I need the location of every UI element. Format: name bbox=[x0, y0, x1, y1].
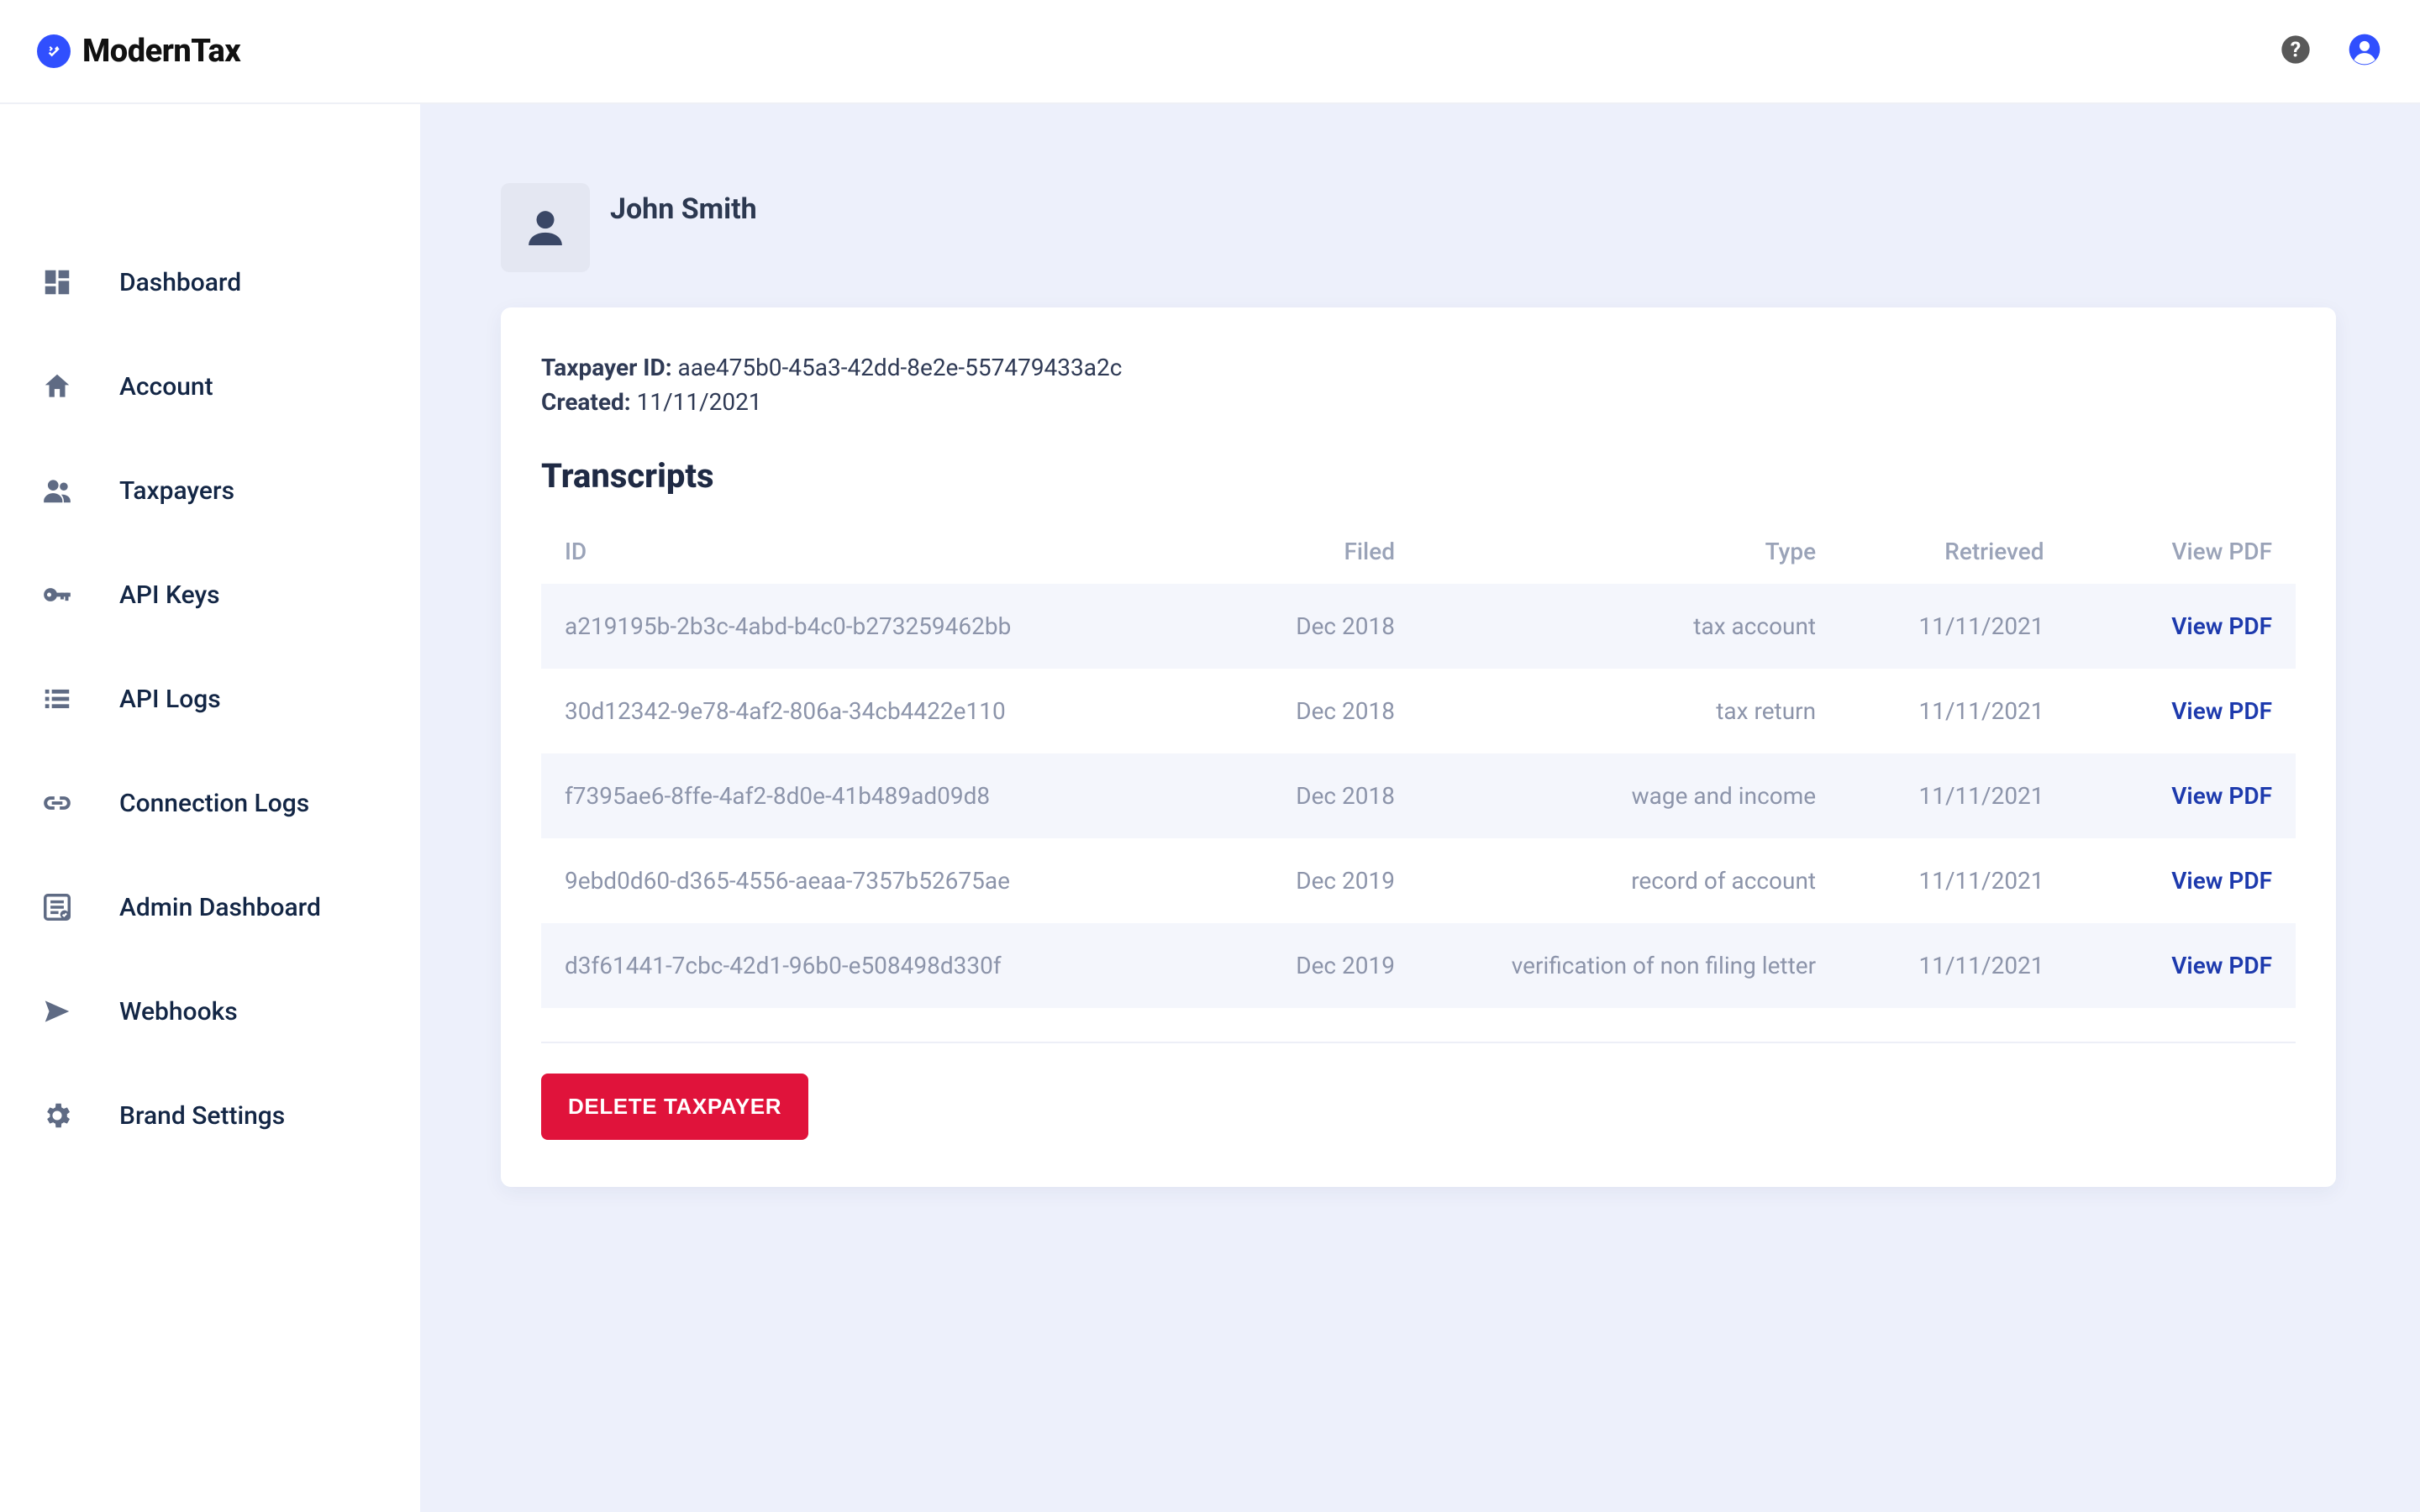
cell-view-pdf: View PDF bbox=[2068, 923, 2296, 1008]
cell-filed: Dec 2018 bbox=[1207, 584, 1418, 669]
taxpayer-created-line: Created: 11/11/2021 bbox=[541, 386, 2296, 420]
transcripts-table: ID Filed Type Retrieved View PDF a219195… bbox=[541, 519, 2296, 1008]
main-content: John Smith Taxpayer ID: aae475b0-45a3-42… bbox=[420, 104, 2420, 1512]
key-icon bbox=[40, 578, 74, 612]
cell-filed: Dec 2019 bbox=[1207, 838, 1418, 923]
cell-retrieved: 11/11/2021 bbox=[1839, 669, 2067, 753]
view-pdf-link[interactable]: View PDF bbox=[2171, 867, 2272, 895]
sidebar-item-brand-settings[interactable]: Brand Settings bbox=[0, 1063, 420, 1168]
sidebar-item-label: Webhooks bbox=[119, 997, 238, 1026]
cell-filed: Dec 2019 bbox=[1207, 923, 1418, 1008]
sidebar-item-label: Taxpayers bbox=[119, 476, 234, 506]
sidebar: Dashboard Account Taxpayers API Keys API bbox=[0, 104, 420, 1512]
people-icon bbox=[40, 474, 74, 507]
brand-logo-icon bbox=[37, 34, 71, 68]
table-row: 30d12342-9e78-4af2-806a-34cb4422e110Dec … bbox=[541, 669, 2296, 753]
sidebar-item-api-keys[interactable]: API Keys bbox=[0, 543, 420, 647]
admin-icon bbox=[40, 890, 74, 924]
sidebar-item-dashboard[interactable]: Dashboard bbox=[0, 230, 420, 334]
sidebar-item-taxpayers[interactable]: Taxpayers bbox=[0, 438, 420, 543]
avatar bbox=[501, 183, 590, 272]
delete-taxpayer-button[interactable]: DELETE TAXPAYER bbox=[541, 1074, 808, 1140]
home-icon bbox=[40, 370, 74, 403]
sidebar-item-label: Dashboard bbox=[119, 268, 241, 297]
cell-type: wage and income bbox=[1418, 753, 1839, 838]
taxpayer-card: Taxpayer ID: aae475b0-45a3-42dd-8e2e-557… bbox=[501, 307, 2336, 1187]
taxpayer-created-value: 11/11/2021 bbox=[637, 388, 762, 416]
cell-type: tax return bbox=[1418, 669, 1839, 753]
sidebar-item-label: Account bbox=[119, 372, 213, 402]
view-pdf-link[interactable]: View PDF bbox=[2171, 952, 2272, 979]
cell-type: verification of non filing letter bbox=[1418, 923, 1839, 1008]
cell-id: d3f61441-7cbc-42d1-96b0-e508498d330f bbox=[541, 923, 1207, 1008]
list-icon bbox=[40, 682, 74, 716]
brand-name: ModernTax bbox=[82, 33, 240, 70]
topbar: ModernTax ? bbox=[0, 0, 2420, 104]
sidebar-item-label: Connection Logs bbox=[119, 789, 309, 818]
view-pdf-link[interactable]: View PDF bbox=[2171, 782, 2272, 810]
transcripts-heading: Transcripts bbox=[541, 456, 2296, 496]
cell-retrieved: 11/11/2021 bbox=[1839, 584, 2067, 669]
view-pdf-link[interactable]: View PDF bbox=[2171, 697, 2272, 725]
table-row: d3f61441-7cbc-42d1-96b0-e508498d330fDec … bbox=[541, 923, 2296, 1008]
sidebar-item-label: Admin Dashboard bbox=[119, 893, 321, 922]
cell-retrieved: 11/11/2021 bbox=[1839, 923, 2067, 1008]
cell-retrieved: 11/11/2021 bbox=[1839, 753, 2067, 838]
col-retrieved: Retrieved bbox=[1839, 519, 2067, 584]
divider bbox=[541, 1042, 2296, 1043]
table-row: f7395ae6-8ffe-4af2-8d0e-41b489ad09d8Dec … bbox=[541, 753, 2296, 838]
sidebar-item-webhooks[interactable]: Webhooks bbox=[0, 959, 420, 1063]
account-icon[interactable] bbox=[2348, 33, 2381, 70]
col-view-pdf: View PDF bbox=[2068, 519, 2296, 584]
settings-icon bbox=[40, 1099, 74, 1132]
col-type: Type bbox=[1418, 519, 1839, 584]
sidebar-item-label: API Keys bbox=[119, 580, 220, 610]
send-icon bbox=[40, 995, 74, 1028]
page-title: John Smith bbox=[610, 192, 757, 226]
cell-view-pdf: View PDF bbox=[2068, 584, 2296, 669]
cell-type: tax account bbox=[1418, 584, 1839, 669]
taxpayer-id-label: Taxpayer ID: bbox=[541, 354, 672, 381]
brand[interactable]: ModernTax bbox=[37, 33, 240, 70]
col-id: ID bbox=[541, 519, 1207, 584]
sidebar-item-admin-dashboard[interactable]: Admin Dashboard bbox=[0, 855, 420, 959]
cell-view-pdf: View PDF bbox=[2068, 838, 2296, 923]
cell-id: a219195b-2b3c-4abd-b4c0-b273259462bb bbox=[541, 584, 1207, 669]
help-icon[interactable]: ? bbox=[2279, 33, 2312, 70]
table-row: 9ebd0d60-d365-4556-aeaa-7357b52675aeDec … bbox=[541, 838, 2296, 923]
taxpayer-id-value: aae475b0-45a3-42dd-8e2e-557479433a2c bbox=[678, 354, 1123, 381]
cell-id: f7395ae6-8ffe-4af2-8d0e-41b489ad09d8 bbox=[541, 753, 1207, 838]
page-header: John Smith bbox=[501, 183, 2336, 272]
sidebar-item-account[interactable]: Account bbox=[0, 334, 420, 438]
cell-view-pdf: View PDF bbox=[2068, 669, 2296, 753]
table-row: a219195b-2b3c-4abd-b4c0-b273259462bbDec … bbox=[541, 584, 2296, 669]
sidebar-item-label: API Logs bbox=[119, 685, 221, 714]
cell-filed: Dec 2018 bbox=[1207, 669, 1418, 753]
cell-id: 30d12342-9e78-4af2-806a-34cb4422e110 bbox=[541, 669, 1207, 753]
sidebar-item-label: Brand Settings bbox=[119, 1101, 285, 1131]
dashboard-icon bbox=[40, 265, 74, 299]
cell-retrieved: 11/11/2021 bbox=[1839, 838, 2067, 923]
view-pdf-link[interactable]: View PDF bbox=[2171, 612, 2272, 640]
sidebar-item-connection-logs[interactable]: Connection Logs bbox=[0, 751, 420, 855]
cell-view-pdf: View PDF bbox=[2068, 753, 2296, 838]
svg-text:?: ? bbox=[2291, 38, 2301, 62]
col-filed: Filed bbox=[1207, 519, 1418, 584]
cell-filed: Dec 2018 bbox=[1207, 753, 1418, 838]
taxpayer-created-label: Created: bbox=[541, 388, 631, 416]
topbar-actions: ? bbox=[2279, 33, 2381, 70]
taxpayer-id-line: Taxpayer ID: aae475b0-45a3-42dd-8e2e-557… bbox=[541, 351, 2296, 386]
link-icon bbox=[40, 786, 74, 820]
cell-id: 9ebd0d60-d365-4556-aeaa-7357b52675ae bbox=[541, 838, 1207, 923]
sidebar-item-api-logs[interactable]: API Logs bbox=[0, 647, 420, 751]
cell-type: record of account bbox=[1418, 838, 1839, 923]
